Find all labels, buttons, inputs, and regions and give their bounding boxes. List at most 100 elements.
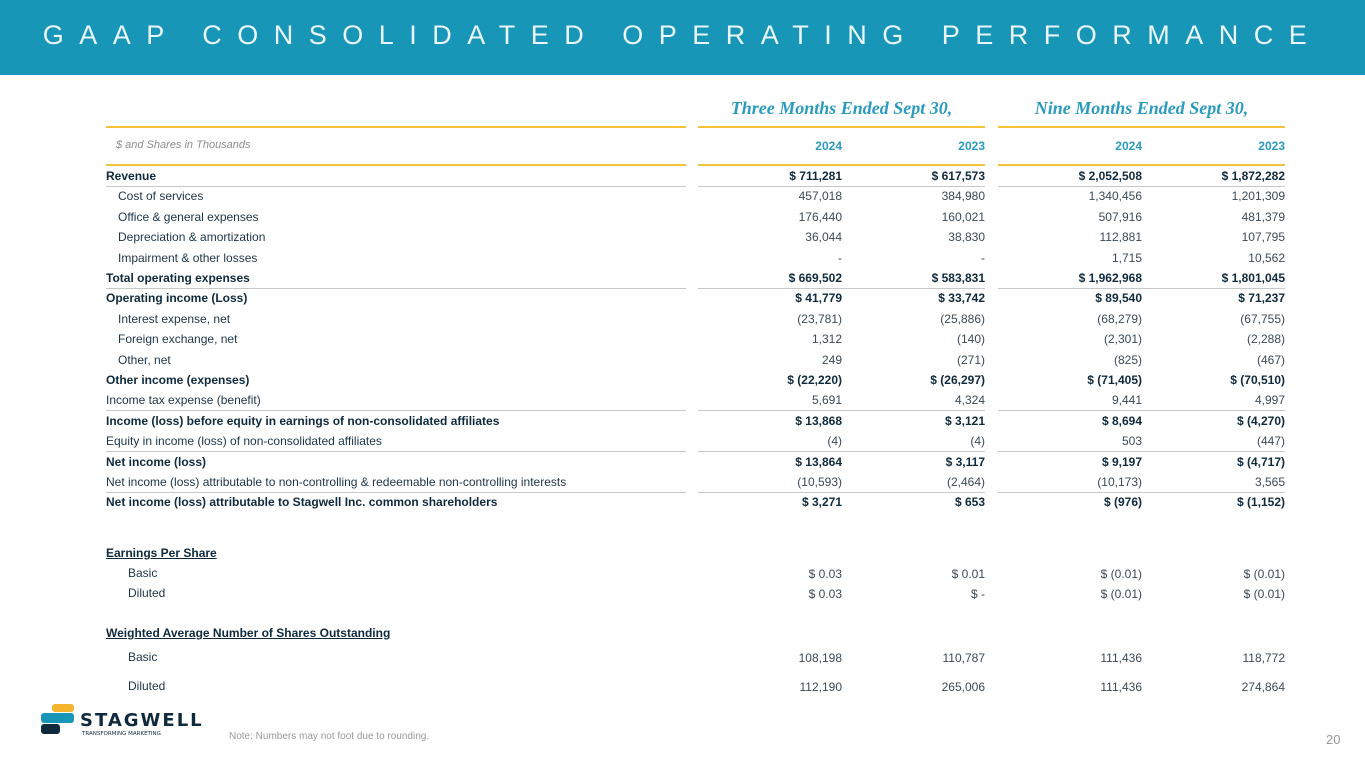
cell-value: $ (1,152): [1236, 495, 1285, 510]
cell-value: (68,279): [1097, 311, 1142, 326]
row-divider: [698, 492, 985, 493]
eps-heading: Earnings Per Share: [106, 546, 217, 560]
cell-value: 265,006: [941, 680, 985, 694]
cell-value: 1,340,456: [1088, 189, 1142, 204]
cell-value: $ 3,271: [801, 495, 842, 510]
title-banner: GAAP CONSOLIDATED OPERATING PERFORMANCE: [0, 0, 1365, 75]
cell-value: $ 0.03: [808, 587, 842, 601]
row-divider: [106, 451, 686, 453]
page-title: GAAP CONSOLIDATED OPERATING PERFORMANCE: [42, 20, 1323, 50]
row-label: Net income (loss): [106, 454, 207, 469]
cell-value: 111,436: [1100, 680, 1142, 694]
row-label: Basic: [128, 650, 158, 664]
stagwell-logo: STAGWELL TRANSFORMING MARKETING: [41, 704, 204, 737]
row-label: Depreciation & amortization: [118, 230, 266, 245]
column-header-year: 2023: [1258, 139, 1285, 153]
row-label: Cost of services: [118, 189, 204, 204]
cell-value: 457,018: [798, 189, 842, 204]
cell-value: $ 583,831: [931, 271, 985, 285]
cell-value: (2,288): [1246, 332, 1285, 347]
row-label: Income (loss) before equity in earnings …: [106, 413, 500, 428]
cell-value: (4): [970, 434, 985, 449]
cell-value: $ 0.01: [951, 567, 985, 581]
row-label: Total operating expenses: [106, 271, 250, 285]
cell-value: (467): [1256, 352, 1285, 367]
cell-value: 4,997: [1254, 393, 1285, 408]
cell-value: $ (4,270): [1236, 413, 1285, 428]
cell-value: $ 2,052,508: [1078, 169, 1142, 183]
cell-value: 112,881: [1099, 230, 1143, 245]
cell-value: $ 13,864: [795, 454, 842, 469]
cell-value: (25,886): [940, 311, 985, 326]
cell-value: $ 8,694: [1101, 413, 1142, 428]
cell-value: $ 3,117: [945, 454, 985, 469]
cell-value: 4,324: [954, 393, 985, 408]
cell-value: 108,198: [798, 651, 842, 665]
period-three-months: Three Months Ended Sept 30,: [730, 98, 953, 118]
cell-value: (4): [827, 434, 842, 449]
row-divider: [998, 492, 1285, 493]
cell-value: 111,436: [1100, 651, 1142, 665]
cell-value: 507,916: [1098, 209, 1142, 224]
cell-value: $ (0.01): [1100, 567, 1142, 581]
cell-value: $ (22,220): [787, 373, 842, 387]
cell-value: $ 33,742: [938, 291, 985, 306]
cell-value: 10,562: [1248, 250, 1285, 265]
cell-value: 249: [821, 352, 842, 367]
cell-value: 110,787: [942, 651, 986, 665]
cell-value: (2,464): [946, 475, 985, 489]
cell-value: $ (70,510): [1230, 373, 1285, 387]
period-nine-months: Nine Months Ended Sept 30,: [1034, 98, 1249, 118]
cell-value: (10,173): [1097, 475, 1142, 489]
cell-value: (447): [1256, 434, 1285, 449]
row-divider: [698, 410, 985, 412]
cell-value: $ 669,502: [788, 271, 842, 285]
cell-value: $ (71,405): [1087, 373, 1142, 387]
row-label: Basic: [128, 566, 158, 580]
cell-value: $ (0.01): [1100, 587, 1142, 601]
cell-value: 1,715: [1111, 250, 1142, 265]
cell-value: $ 711,281: [789, 169, 842, 183]
cell-value: 5,691: [811, 393, 842, 408]
cell-value: $ 71,237: [1238, 291, 1285, 306]
row-divider: [698, 288, 985, 289]
divider: [106, 164, 686, 166]
row-divider: [106, 186, 686, 187]
cell-value: $ (976): [1103, 495, 1142, 510]
cell-value: (825): [1113, 352, 1142, 367]
cell-value: $ 1,962,968: [1078, 271, 1142, 285]
cell-value: $ (0.01): [1243, 567, 1285, 581]
row-divider: [106, 492, 686, 493]
cell-value: 118,772: [1242, 651, 1286, 665]
cell-value: (23,781): [797, 311, 842, 326]
cell-value: 384,980: [941, 189, 985, 204]
svg-text:STAGWELL: STAGWELL: [80, 710, 204, 731]
row-label: Other, net: [118, 352, 171, 367]
cell-value: (67,755): [1240, 311, 1285, 326]
units-label: $ and Shares in Thousands: [116, 139, 251, 151]
cell-value: $ 1,801,045: [1221, 271, 1285, 285]
cell-value: 1,201,309: [1231, 189, 1285, 204]
divider: [698, 126, 985, 128]
cell-value: 3,565: [1254, 475, 1285, 489]
column-header-year: 2024: [815, 139, 842, 153]
row-label: Income tax expense (benefit): [106, 393, 261, 408]
row-divider: [106, 410, 686, 412]
divider: [106, 126, 686, 128]
page-number: 20: [1326, 732, 1341, 747]
row-label: Interest expense, net: [118, 311, 231, 326]
cell-value: $ -: [970, 587, 985, 601]
divider: [998, 126, 1285, 128]
row-divider: [698, 186, 985, 187]
cell-value: 1,312: [811, 332, 842, 347]
row-label: Equity in income (loss) of non-consolida…: [106, 434, 382, 449]
footnote: Note: Numbers may not foot due to roundi…: [229, 731, 430, 742]
row-label: Diluted: [128, 679, 166, 693]
cell-value: -: [838, 250, 842, 265]
cell-value: $ (4,717): [1236, 454, 1285, 469]
row-label: Foreign exchange, net: [118, 332, 238, 347]
cell-value: $ 3,121: [944, 413, 985, 428]
cell-value: 274,864: [1241, 680, 1285, 694]
cell-value: 38,830: [948, 230, 985, 245]
cell-value: 107,795: [1241, 230, 1285, 245]
